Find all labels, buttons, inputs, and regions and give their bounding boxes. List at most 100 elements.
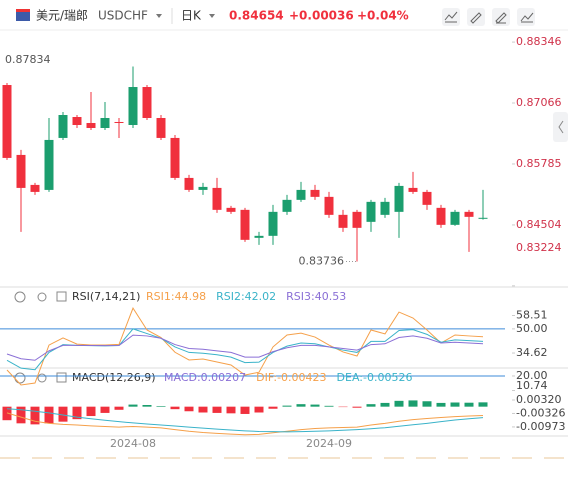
histogram-bar <box>422 401 432 407</box>
candle-body <box>184 177 194 190</box>
candle-body <box>296 189 306 200</box>
change: +0.00036 <box>289 9 354 23</box>
y-tick-label: 0.83224 <box>516 241 562 254</box>
candle-body <box>408 187 418 192</box>
candle-body <box>44 139 54 190</box>
price: 0.84654 <box>229 9 284 23</box>
legend-entry: RSI3:40.53 <box>286 290 346 303</box>
histogram-bar <box>352 406 362 408</box>
menu-icon[interactable] <box>56 291 67 302</box>
candle-body <box>142 87 152 118</box>
candle-body <box>30 184 40 192</box>
candle-body <box>380 201 390 215</box>
histogram-bar <box>478 402 488 407</box>
gear-icon[interactable] <box>37 292 47 302</box>
dropdown-arrow[interactable] <box>156 14 162 18</box>
candle-body <box>198 186 208 190</box>
y-tick-label: 58.51 <box>516 309 548 322</box>
candle-body <box>310 189 320 197</box>
period[interactable]: 日K <box>181 9 202 23</box>
dropdown-arrow[interactable] <box>209 14 215 18</box>
histogram-bar <box>72 406 82 420</box>
candle-body <box>212 187 222 210</box>
menu-icon[interactable] <box>56 372 67 383</box>
legend-entry: MACD:0.00207 <box>164 371 246 384</box>
histogram-bar <box>100 406 110 413</box>
histogram-bar <box>380 402 390 407</box>
histogram-bar <box>184 406 194 412</box>
y-tick-label: 0.00320 <box>516 393 562 406</box>
tool-icon <box>470 12 482 24</box>
y-tick-label: 20.00 <box>516 369 548 382</box>
histogram-bar <box>30 406 40 425</box>
side-tab[interactable] <box>553 112 568 142</box>
histogram-bar <box>310 404 320 407</box>
candle-body <box>450 211 460 225</box>
tool-icon <box>495 12 507 24</box>
y-tick-label: -0.00973 <box>516 420 565 433</box>
legend-entry: DEA:-0.00526 <box>337 371 413 384</box>
side-tab-icon <box>558 120 564 134</box>
histogram-bar <box>198 406 208 413</box>
histogram-bar <box>324 405 334 407</box>
histogram-bar <box>114 406 124 410</box>
candle-body <box>128 87 138 125</box>
y-tick-label: 50.00 <box>516 322 548 335</box>
candle-body <box>240 209 250 240</box>
histogram-bar <box>86 406 96 417</box>
histogram-bar <box>226 406 236 414</box>
eye-icon[interactable] <box>14 291 26 303</box>
histogram-bar <box>408 400 418 407</box>
histogram-bar <box>16 406 26 424</box>
tool-icon <box>444 11 458 23</box>
series-line <box>6 412 484 436</box>
histogram-bar <box>296 404 306 407</box>
candle-body <box>100 117 110 128</box>
candle-body <box>324 196 334 215</box>
histogram-bar <box>156 406 166 407</box>
histogram-bar <box>44 406 54 424</box>
histogram-bar <box>394 400 404 407</box>
candle-body <box>268 211 278 236</box>
histogram-bar <box>366 404 376 407</box>
tool-button[interactable] <box>467 8 485 26</box>
series-line <box>6 334 484 361</box>
histogram-bar <box>128 404 138 407</box>
histogram-bar <box>464 402 474 407</box>
candle-body <box>338 214 348 228</box>
histogram-bar <box>268 406 278 409</box>
legend-entry: RSI1:44.98 <box>146 290 206 303</box>
histogram-bar <box>240 406 250 414</box>
candle-body <box>436 207 446 225</box>
candle-body <box>464 211 474 217</box>
y-tick-label: -0.00326 <box>516 406 565 419</box>
legend-entry: RSI2:42.02 <box>216 290 276 303</box>
histogram-bar <box>58 406 68 422</box>
candle-body <box>254 235 264 238</box>
symbol-code[interactable]: USDCHF <box>98 9 148 23</box>
tool-icon <box>520 12 534 23</box>
rsi-title: RSI(7,14,21) <box>72 290 140 303</box>
high-annotation: 0.87834 <box>5 53 51 66</box>
candle-body <box>114 121 124 123</box>
candle-body <box>86 122 96 128</box>
candle-body <box>478 217 488 219</box>
histogram-bar <box>170 406 180 410</box>
y-tick-label: 34.62 <box>516 346 548 359</box>
histogram-bar <box>254 406 264 413</box>
histogram-bar <box>450 402 460 407</box>
series-line <box>6 408 484 433</box>
candle-body <box>2 85 12 158</box>
candle-body <box>170 137 180 178</box>
low-annotation: 0.83736 <box>299 254 345 267</box>
gear-icon[interactable] <box>37 373 47 383</box>
x-tick-label: 2024-08 <box>110 437 156 450</box>
histogram-bar <box>212 406 222 413</box>
legend-entry: DIF:-0.00423 <box>256 371 326 384</box>
histogram-bar <box>436 402 446 407</box>
histogram-bar <box>142 405 152 407</box>
x-tick-label: 2024-09 <box>306 437 352 450</box>
